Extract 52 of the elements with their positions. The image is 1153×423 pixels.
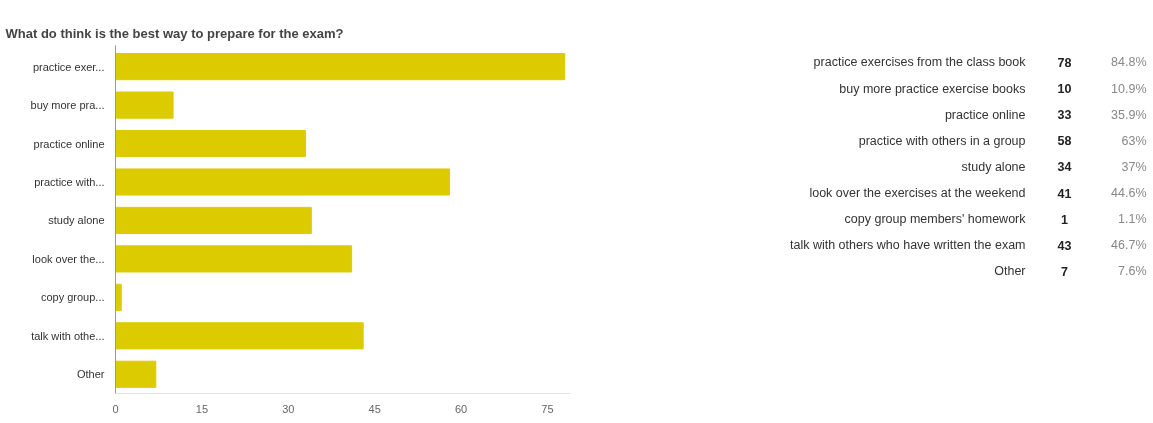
category-label: buy more practice exercise books: [839, 81, 1026, 96]
bar: [115, 206, 312, 235]
bar: [115, 129, 307, 158]
x-tick-label: 30: [282, 402, 295, 415]
category-label: practice online: [944, 107, 1026, 122]
y-tick-label: practice exer...: [32, 60, 105, 73]
data-label: 41: [1057, 186, 1072, 201]
x-tick-label: 15: [195, 402, 209, 415]
data-label: 58: [1057, 134, 1072, 149]
y-tick-label: practice with...: [34, 176, 105, 189]
text: 84.8%: [1111, 55, 1147, 70]
y-tick-label: look over the...: [32, 252, 105, 265]
category-label: Other: [994, 264, 1026, 279]
y-tick-label: study alone: [48, 214, 105, 227]
y-tick-label: practice online: [33, 137, 105, 150]
bar: [115, 360, 157, 388]
category-label: talk with others who have written the exam: [789, 238, 1026, 253]
data-label: 43: [1057, 238, 1072, 253]
x-tick-label: 45: [368, 402, 381, 415]
text: 7.6%: [1118, 264, 1147, 279]
text: 35.9%: [1111, 107, 1147, 122]
category-label: practice with others in a group: [858, 133, 1026, 148]
text: 44.6%: [1111, 186, 1147, 200]
y-tick-label: talk with othe...: [31, 329, 105, 342]
x-tick-label: 0: [112, 402, 119, 415]
text: 63%: [1121, 133, 1147, 148]
bar: [115, 245, 353, 273]
data-label: 33: [1057, 108, 1072, 123]
y-tick-label: copy group...: [40, 291, 105, 304]
y-tick-label: Other: [76, 368, 105, 381]
x-tick-label: 75: [541, 402, 554, 415]
text: 37%: [1121, 159, 1147, 174]
category-label: practice exercises from the class book: [813, 55, 1027, 70]
x-tick-label: 60: [454, 402, 468, 415]
data-label: 34: [1057, 160, 1072, 175]
data-label: 7: [1061, 264, 1069, 279]
bar: [115, 168, 451, 196]
category-label: study alone: [961, 159, 1026, 174]
bar: [115, 322, 364, 350]
category-label: copy group members' homework: [844, 212, 1027, 227]
y-tick-label: buy more pra...: [30, 99, 105, 112]
text: 46.7%: [1111, 238, 1147, 253]
text: 10.9%: [1111, 81, 1147, 96]
bar: [115, 53, 566, 81]
text: 1.1%: [1118, 212, 1147, 227]
category-label: look over the exercises at the weekend: [809, 186, 1026, 200]
data-label: 10: [1057, 82, 1072, 97]
chart-title: What do think is the best way to prepare for the exam?: [5, 25, 344, 41]
data-label: 1: [1061, 212, 1069, 227]
data-label: 78: [1057, 55, 1072, 70]
bar: [115, 91, 174, 119]
bar: [115, 283, 122, 311]
